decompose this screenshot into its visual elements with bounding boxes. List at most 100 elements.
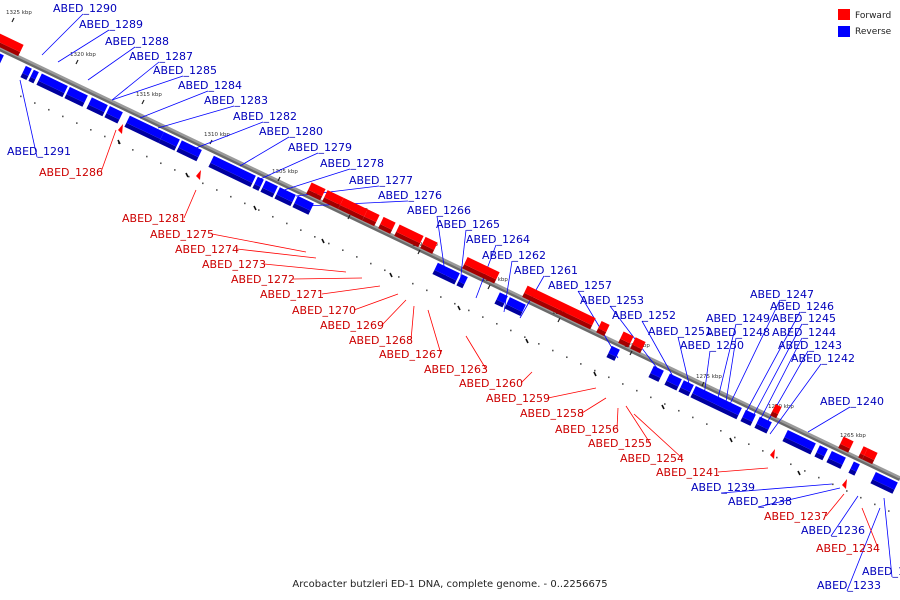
tick-mark <box>75 59 79 65</box>
forward-feature <box>0 33 24 57</box>
gene-label-abed-1278: ABED_1278 <box>320 157 384 170</box>
guide-dot <box>888 510 890 512</box>
reverse-feature <box>754 416 772 434</box>
gene-label-abed-1264: ABED_1264 <box>466 233 530 246</box>
leader-line <box>825 493 845 517</box>
gene-label-abed-1262: ABED_1262 <box>482 249 546 262</box>
leader-line <box>257 152 319 181</box>
gene-label-abed-1244: ABED_1244 <box>772 326 836 339</box>
gene-label-abed-1237: ABED_1237 <box>764 510 828 523</box>
forward-feature <box>462 257 500 284</box>
gene-label-abed-1253: ABED_1253 <box>580 294 644 307</box>
guide-dash <box>253 205 257 211</box>
reverse-feature <box>208 155 256 187</box>
gene-label-abed-1274: ABED_1274 <box>175 243 239 256</box>
forward-feature <box>618 331 634 348</box>
leader-line <box>769 363 822 435</box>
gene-label-abed-1268: ABED_1268 <box>349 334 413 347</box>
guide-dot <box>34 102 36 104</box>
reverse-feature <box>690 386 742 420</box>
forward-feature <box>362 209 380 227</box>
leader-line <box>729 299 781 405</box>
reverse-feature <box>782 429 816 455</box>
guide-dot <box>356 256 358 258</box>
leader-line <box>100 129 117 173</box>
guide-dot <box>566 356 568 359</box>
tick-label-1310-kbp: 1310 kbp <box>204 132 230 138</box>
guide-dot <box>174 169 176 171</box>
reverse-feature <box>456 274 468 289</box>
guide-dash <box>661 404 665 410</box>
guide-dot <box>300 229 302 231</box>
guide-dot <box>538 343 540 345</box>
forward-feature-small <box>770 449 775 459</box>
guide-dot <box>468 309 470 312</box>
gene-label-abed-1290: ABED_1290 <box>53 2 117 15</box>
gene-label-abed-1267: ABED_1267 <box>379 348 443 361</box>
gene-label-abed-1254: ABED_1254 <box>620 452 684 465</box>
tick-mark <box>141 99 145 105</box>
guide-dot <box>454 302 456 305</box>
leader-line <box>57 29 110 63</box>
gene-label-abed-1255: ABED_1255 <box>588 437 652 450</box>
gene-label-abed-1263: ABED_1263 <box>424 363 488 376</box>
reverse-feature <box>494 292 508 308</box>
tick-mark <box>11 17 15 23</box>
forward-feature <box>838 436 854 453</box>
leader-line <box>861 507 879 549</box>
gene-label-abed-1277: ABED_1277 <box>349 174 413 187</box>
gene-label-abed-1246: ABED_1246 <box>770 300 834 313</box>
tick-mark <box>347 214 351 220</box>
guide-dot <box>48 108 50 111</box>
guide-dot <box>20 95 22 98</box>
guide-dot <box>818 476 820 479</box>
gene-label-abed-1280: ABED_1280 <box>259 125 323 138</box>
leader-line <box>87 46 136 81</box>
forward-feature <box>394 224 424 248</box>
genome-caption: Arcobacter butzleri ED-1 DNA, complete g… <box>292 579 607 590</box>
leader-line <box>503 260 513 313</box>
reverse-feature <box>292 195 314 215</box>
guide-dot <box>776 456 778 459</box>
leader-line <box>321 285 381 295</box>
guide-dot <box>62 115 64 118</box>
gene-label-abed-1245: ABED_1245 <box>772 312 836 325</box>
reverse-feature <box>86 97 108 117</box>
gene-labels: ABED_1290ABED_1289ABED_1288ABED_1287ABED… <box>7 2 900 592</box>
reverse-feature <box>36 73 68 98</box>
leader-line <box>236 248 317 259</box>
guide-dot <box>860 496 862 499</box>
forward-feature <box>596 321 610 337</box>
guide-dot <box>622 383 624 385</box>
guide-dash <box>321 238 325 244</box>
leader-line <box>616 407 619 430</box>
gene-label-abed-1232: ABED_1232 <box>862 565 900 578</box>
gene-label-abed-1252: ABED_1252 <box>612 309 676 322</box>
reverse-feature <box>28 69 39 84</box>
forward-feature <box>338 197 368 221</box>
legend-reverse-label: Reverse <box>855 27 892 37</box>
forward-feature <box>770 404 782 419</box>
gene-label-abed-1236: ABED_1236 <box>801 524 865 537</box>
leader-line <box>717 323 737 399</box>
leader-line <box>305 200 409 207</box>
reverse-feature <box>20 65 32 80</box>
leader-line <box>677 336 691 389</box>
guide-dot <box>426 289 428 292</box>
leader-line <box>19 79 38 158</box>
forward-feature <box>420 236 438 254</box>
tick-label-1265-kbp: 1265 kbp <box>840 433 866 439</box>
gene-label-abed-1282: ABED_1282 <box>233 110 297 123</box>
inner-dotted-guide <box>20 95 890 512</box>
leader-line <box>381 299 407 326</box>
reverse-feature <box>504 297 526 316</box>
forward-feature <box>322 190 344 209</box>
legend: Forward Reverse <box>838 9 892 37</box>
leader-line <box>111 61 160 101</box>
forward-feature <box>378 216 396 234</box>
gene-label-abed-1243: ABED_1243 <box>778 339 842 352</box>
genome-backbone <box>0 46 900 482</box>
leader-line <box>846 507 881 592</box>
guide-dot <box>762 450 764 452</box>
gene-label-abed-1234: ABED_1234 <box>816 542 880 555</box>
